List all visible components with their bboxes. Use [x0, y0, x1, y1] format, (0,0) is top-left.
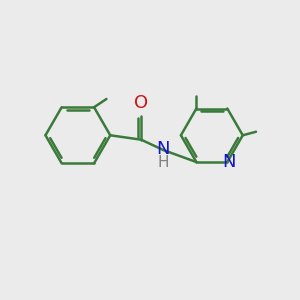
Text: N: N — [157, 140, 170, 158]
Text: N: N — [222, 153, 236, 171]
Text: O: O — [134, 94, 148, 112]
Text: H: H — [158, 155, 169, 170]
